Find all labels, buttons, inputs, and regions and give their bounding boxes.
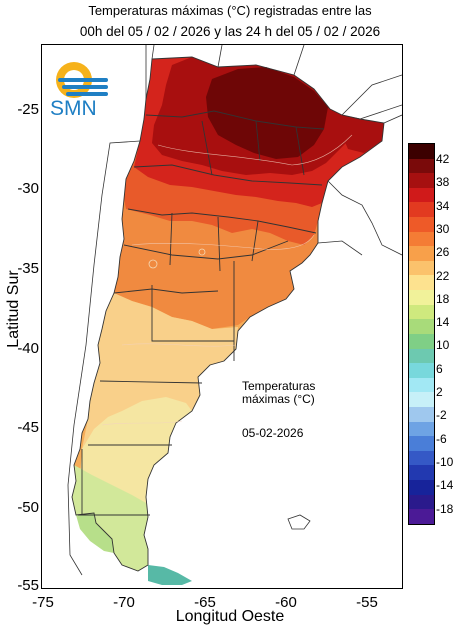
legend-tick-label: -10 (436, 454, 454, 469)
province-line-center (123, 208, 317, 272)
legend-color-box (409, 465, 434, 481)
hot-core-east (342, 117, 384, 153)
tierra-del-fuego (148, 565, 192, 585)
legend-tick-label: 38 (436, 175, 450, 190)
legend-tick-label: 6 (436, 361, 443, 376)
isotherm-3 (121, 343, 237, 347)
y-tick-label: -40 (17, 340, 39, 357)
isotherm-1 (157, 134, 353, 166)
smn-logo-text: SMN (50, 97, 97, 120)
legend-color-box (409, 246, 434, 261)
legend-tick-label: -18 (436, 501, 454, 516)
legend-tick-label: 18 (436, 291, 450, 306)
legend-tick-label: 22 (436, 268, 450, 283)
legend-color-box (409, 363, 434, 378)
legend-tick-label: 14 (436, 315, 450, 330)
isotherm-lines (101, 134, 353, 426)
legend-color-box (409, 231, 434, 247)
temperature-legend-bar (408, 143, 435, 525)
isotherm-2 (131, 234, 315, 250)
legend-color-box (409, 202, 434, 218)
annotation-line-2: máximas (°C) (242, 392, 315, 406)
province-line-pampa (113, 261, 235, 361)
legend-color-box (409, 304, 434, 320)
legend-tick-label: -2 (436, 408, 447, 423)
legend-color-box (409, 480, 434, 495)
map-title-line-2: 00h del 05 / 02 / 2026 y las 24 h del 05… (79, 24, 381, 39)
legend-color-box (409, 392, 434, 407)
legend-color-box (409, 450, 434, 466)
x-tick-label: -60 (275, 594, 297, 611)
map-annotation: Temperaturas máximas (°C) (242, 380, 315, 406)
legend-tick-label: -14 (436, 478, 454, 493)
legend-tick-label: 34 (436, 198, 450, 213)
y-tick-label: -45 (17, 419, 39, 436)
y-tick-label: -50 (17, 499, 39, 516)
legend-color-box (409, 187, 434, 203)
legend-color-box (409, 421, 434, 437)
x-tick-label: -55 (356, 594, 378, 611)
legend-color-box (409, 275, 434, 291)
lake-marker-1 (148, 259, 158, 269)
annotation-date: 05-02-2026 (242, 426, 304, 440)
province-line-patagonia (78, 380, 203, 516)
map-frame (41, 44, 403, 589)
x-tick-label: -70 (113, 594, 135, 611)
legend-color-box (409, 319, 434, 334)
argentina-outline (71, 56, 385, 572)
legend-color-box (409, 217, 434, 232)
y-tick-label: -30 (17, 180, 39, 197)
legend-color-box (409, 158, 434, 174)
legend-tick-label: -6 (436, 431, 447, 446)
legend-tick-label: 26 (436, 245, 450, 260)
legend-color-box (409, 348, 434, 364)
legend-color-box (409, 377, 434, 393)
border-brazil-uruguay (317, 114, 402, 256)
legend-color-box (409, 290, 434, 305)
legend-color-box (409, 260, 434, 276)
annotation-line-1: Temperaturas (242, 379, 316, 393)
legend-color-box (409, 406, 434, 422)
legend-color-box (409, 173, 434, 188)
smn-sun-wave-logo-icon (56, 62, 108, 98)
green-pale-band (72, 465, 148, 571)
legend-tick-label: 42 (436, 152, 450, 166)
temperature-map (67, 45, 402, 585)
border-chile (67, 45, 147, 576)
temperature-fields (72, 57, 384, 585)
province-line-north (133, 110, 325, 186)
legend-tick-label: 10 (436, 338, 450, 353)
map-title-line-1: Temperaturas máximas (°C) registradas en… (88, 3, 372, 18)
y-axis-label: Latitud Sur (5, 270, 22, 348)
x-tick-label: -75 (32, 594, 54, 611)
y-tick-label: -55 (17, 577, 39, 594)
legend-color-box (409, 333, 434, 349)
green-band (76, 513, 114, 553)
legend-tick-label: 2 (436, 385, 443, 399)
x-axis-label: Longitud Oeste (175, 608, 285, 625)
isotherm-4 (101, 420, 183, 426)
legend-color-box (409, 144, 434, 159)
legend-color-box (409, 436, 434, 451)
malvinas-islands (287, 514, 311, 530)
legend-color-box (409, 509, 434, 524)
y-tick-label: -25 (17, 101, 39, 118)
legend-color-box (409, 494, 434, 510)
y-tick-label: -35 (17, 260, 39, 277)
political-borders (67, 45, 402, 576)
x-tick-label: -65 (194, 594, 216, 611)
lake-marker-2 (198, 248, 206, 256)
border-bolivia-paraguay (151, 45, 402, 120)
legend-tick-label: 30 (436, 221, 450, 236)
